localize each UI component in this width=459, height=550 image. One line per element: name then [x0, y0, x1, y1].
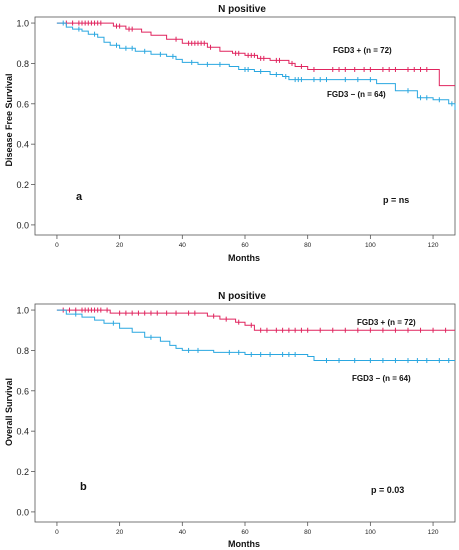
- y-tick-label: 0.8: [16, 59, 29, 69]
- chart-title: N positive: [218, 4, 266, 15]
- y-tick-label: 0.2: [16, 467, 29, 477]
- p-value: p = ns: [383, 195, 409, 205]
- plot-area: [34, 303, 456, 523]
- legend-label-fgd3-positive: FGD3 + (n = 72): [333, 46, 392, 55]
- y-axis-label: Overall Survival: [4, 378, 14, 446]
- y-tick-label: 1.0: [16, 19, 29, 29]
- legend-label-fgd3-positive: FGD3 + (n = 72): [357, 318, 416, 327]
- x-tick-label: 0: [55, 242, 59, 249]
- x-tick-label: 20: [116, 242, 124, 249]
- y-tick-label: 0.0: [16, 507, 29, 517]
- x-tick-label: 40: [179, 529, 187, 536]
- panel-b: N positive Overall Survival Months b p =…: [4, 291, 456, 549]
- x-tick-label: 0: [55, 529, 59, 536]
- x-axis-label: Months: [228, 253, 260, 263]
- legend-label-fgd3-negative: FGD3 − (n = 64): [352, 374, 411, 383]
- panel-a: N positive Disease Free Survival Months …: [4, 4, 456, 263]
- x-tick-label: 100: [365, 242, 376, 249]
- y-tick-label: 0.8: [16, 346, 29, 356]
- x-axis-label: Months: [228, 539, 260, 549]
- x-tick-label: 60: [241, 529, 249, 536]
- y-tick-label: 1.0: [16, 306, 29, 316]
- y-tick-label: 0.6: [16, 386, 29, 396]
- y-tick-label: 0.0: [16, 220, 29, 230]
- x-tick-label: 100: [365, 529, 376, 536]
- survival-curve-fgd3-positive: [56, 22, 455, 87]
- legend-label-fgd3-negative: FGD3 − (n = 64): [327, 90, 386, 99]
- y-tick-label: 0.6: [16, 99, 29, 109]
- x-tick-label: 80: [304, 529, 312, 536]
- p-value: p = 0.03: [371, 485, 404, 495]
- panel-label: a: [76, 191, 83, 203]
- x-tick-label: 60: [241, 242, 249, 249]
- y-axis-label: Disease Free Survival: [4, 73, 14, 166]
- panel-label: b: [80, 481, 87, 493]
- y-tick-label: 0.4: [16, 140, 29, 150]
- survival-curve-fgd3-positive: [56, 309, 455, 331]
- x-tick-label: 120: [428, 529, 439, 536]
- x-tick-label: 40: [179, 242, 187, 249]
- y-tick-label: 0.4: [16, 427, 29, 437]
- y-tick-label: 0.2: [16, 180, 29, 190]
- x-tick-label: 20: [116, 529, 124, 536]
- chart-title: N positive: [218, 291, 266, 302]
- x-tick-label: 120: [428, 242, 439, 249]
- survival-curve-fgd3-negative: [56, 22, 456, 110]
- x-tick-label: 80: [304, 242, 312, 249]
